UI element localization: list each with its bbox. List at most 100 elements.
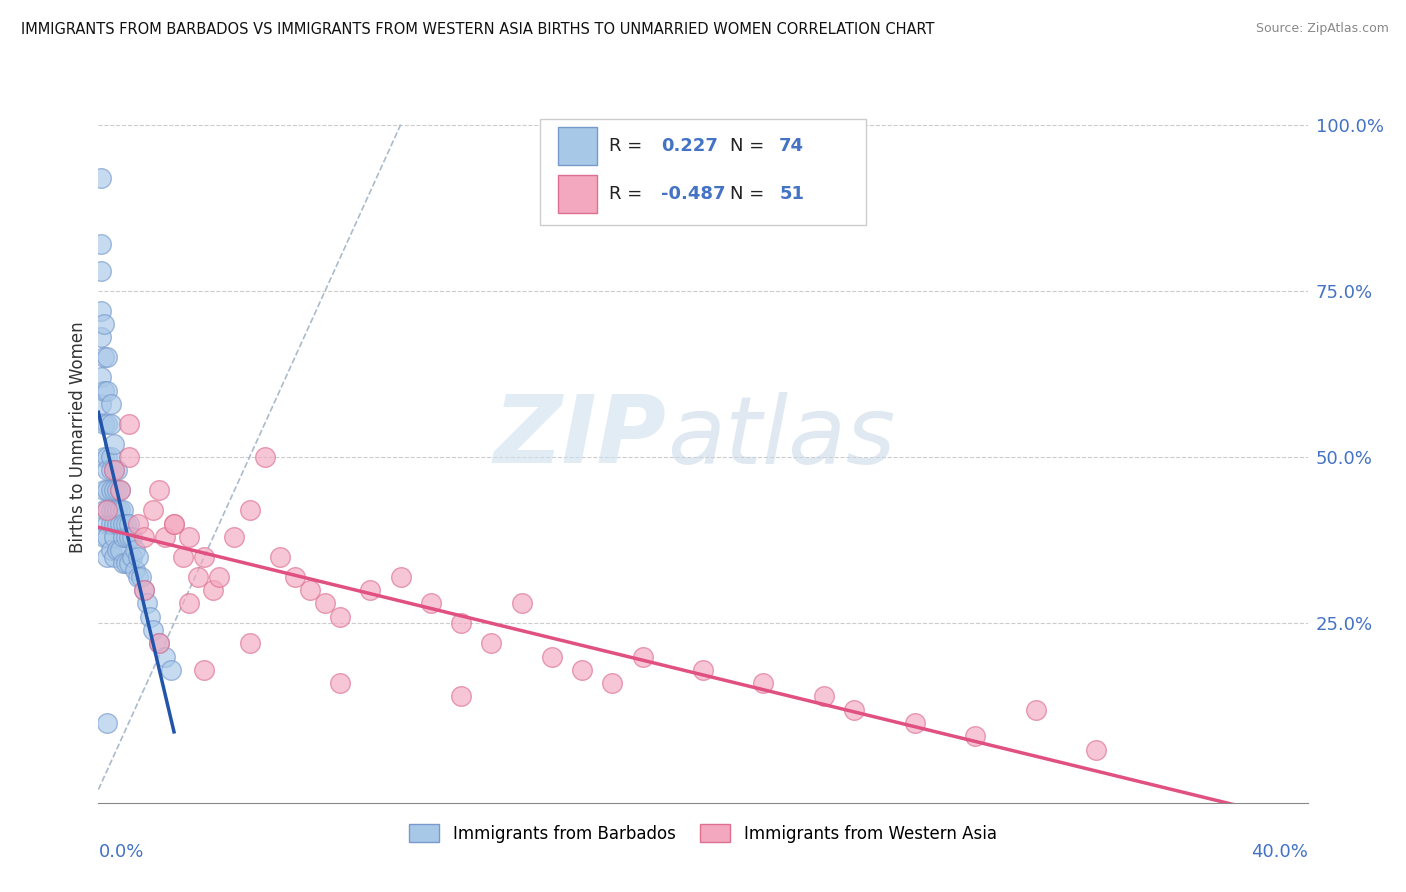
Point xyxy=(571,663,593,677)
Point xyxy=(105,463,128,477)
Text: atlas: atlas xyxy=(666,392,896,483)
Legend: Immigrants from Barbados, Immigrants from Western Asia: Immigrants from Barbados, Immigrants fro… xyxy=(402,818,1004,849)
Point xyxy=(314,596,336,610)
Point xyxy=(481,636,503,650)
Point xyxy=(103,463,125,477)
Point xyxy=(224,530,246,544)
Point xyxy=(121,530,143,544)
Point xyxy=(160,663,183,677)
Point xyxy=(153,530,176,544)
Point xyxy=(114,530,136,544)
Point xyxy=(96,351,118,365)
Point xyxy=(202,582,225,597)
Point xyxy=(93,317,115,331)
Point xyxy=(108,543,131,558)
Point xyxy=(124,543,146,558)
Point xyxy=(124,563,146,577)
Point xyxy=(208,570,231,584)
Point xyxy=(111,503,134,517)
Point xyxy=(90,170,112,185)
Point xyxy=(127,570,149,584)
Point xyxy=(450,690,472,704)
Text: N =: N = xyxy=(730,137,769,155)
FancyBboxPatch shape xyxy=(540,119,866,225)
Point xyxy=(193,663,215,677)
Point xyxy=(121,549,143,564)
Text: 40.0%: 40.0% xyxy=(1251,843,1308,861)
Point xyxy=(96,503,118,517)
Point xyxy=(100,463,122,477)
Point xyxy=(108,516,131,531)
Point xyxy=(127,549,149,564)
Text: 74: 74 xyxy=(779,137,804,155)
Point xyxy=(96,483,118,498)
Point xyxy=(179,530,201,544)
Point xyxy=(111,516,134,531)
FancyBboxPatch shape xyxy=(558,127,596,165)
Point xyxy=(148,636,170,650)
Point xyxy=(692,663,714,677)
Point xyxy=(103,549,125,564)
Point xyxy=(904,716,927,731)
Point xyxy=(163,516,186,531)
Point xyxy=(118,450,141,464)
Point xyxy=(450,616,472,631)
Point xyxy=(135,596,157,610)
Text: Source: ZipAtlas.com: Source: ZipAtlas.com xyxy=(1256,22,1389,36)
Point xyxy=(105,503,128,517)
Point xyxy=(284,570,307,584)
Point xyxy=(132,582,155,597)
Point xyxy=(105,483,128,498)
Text: ZIP: ZIP xyxy=(494,391,666,483)
Point xyxy=(179,596,201,610)
Point xyxy=(96,516,118,531)
Point xyxy=(139,609,162,624)
Point xyxy=(631,649,654,664)
Point xyxy=(420,596,443,610)
Point xyxy=(103,503,125,517)
FancyBboxPatch shape xyxy=(558,175,596,213)
Text: R =: R = xyxy=(609,186,648,203)
Point xyxy=(142,623,165,637)
Point xyxy=(103,463,125,477)
Point xyxy=(93,351,115,365)
Point xyxy=(93,483,115,498)
Point xyxy=(844,703,866,717)
Point xyxy=(239,503,262,517)
Point xyxy=(329,609,352,624)
Point xyxy=(118,417,141,431)
Point xyxy=(90,303,112,318)
Point xyxy=(813,690,835,704)
Point xyxy=(108,483,131,498)
Point xyxy=(96,530,118,544)
Point xyxy=(93,503,115,517)
Point xyxy=(148,483,170,498)
Point xyxy=(118,557,141,571)
Point xyxy=(118,516,141,531)
Point xyxy=(132,530,155,544)
Point xyxy=(114,557,136,571)
Point xyxy=(100,483,122,498)
Point xyxy=(163,516,186,531)
Point xyxy=(193,549,215,564)
Text: -0.487: -0.487 xyxy=(661,186,725,203)
Point xyxy=(96,463,118,477)
Point xyxy=(100,543,122,558)
Text: 0.227: 0.227 xyxy=(661,137,717,155)
Point xyxy=(239,636,262,650)
Point xyxy=(269,549,291,564)
Point xyxy=(105,543,128,558)
Point xyxy=(96,549,118,564)
Point xyxy=(510,596,533,610)
Point xyxy=(132,582,155,597)
Point xyxy=(1024,703,1046,717)
Point xyxy=(108,503,131,517)
Point xyxy=(129,570,152,584)
Point xyxy=(360,582,382,597)
Point xyxy=(602,676,624,690)
Point xyxy=(90,397,112,411)
Point xyxy=(100,516,122,531)
Text: R =: R = xyxy=(609,137,648,155)
Point xyxy=(142,503,165,517)
Point xyxy=(103,483,125,498)
